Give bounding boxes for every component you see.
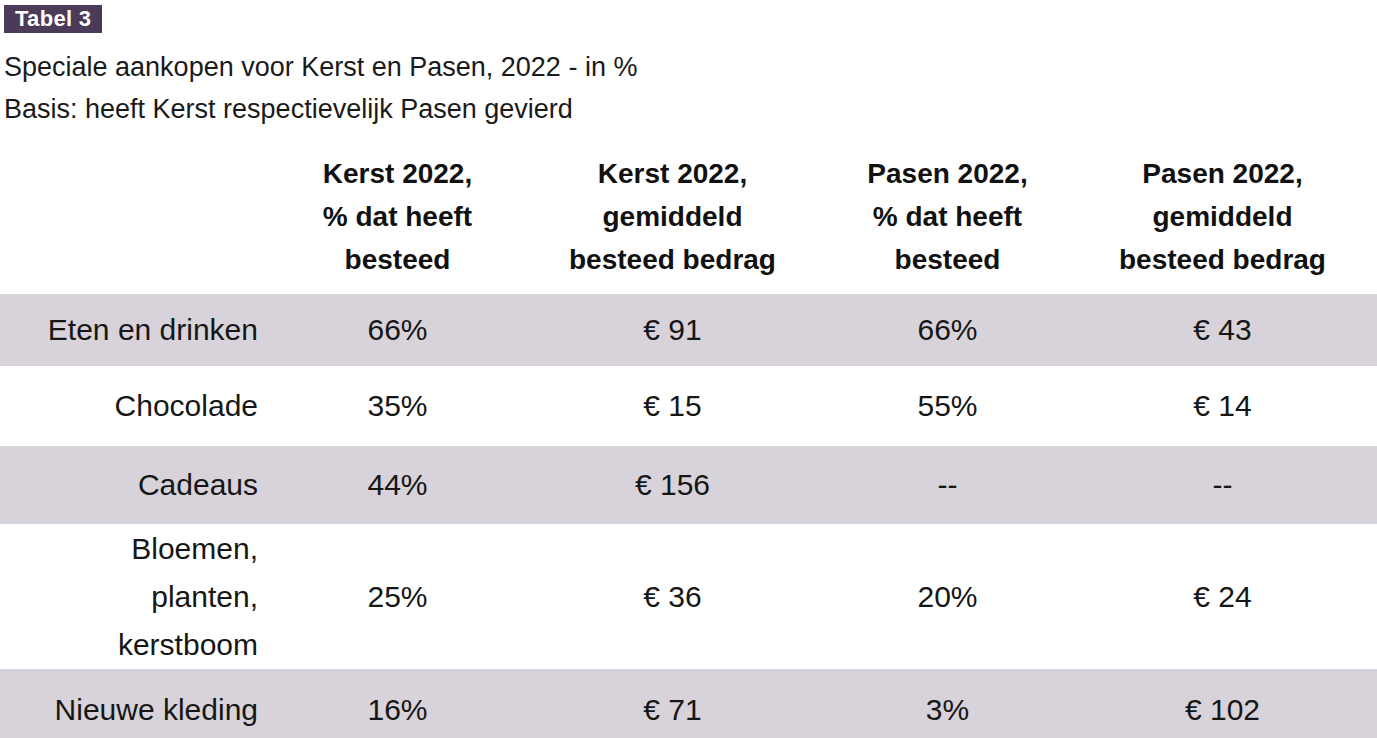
row-label: Nieuwe kleding bbox=[0, 686, 260, 734]
data-cell: 3% bbox=[810, 693, 1085, 727]
data-cell: € 102 bbox=[1085, 693, 1360, 727]
table-header-row: Kerst 2022, % dat heeft besteed Kerst 20… bbox=[0, 152, 1377, 294]
row-label: Bloemen, planten, kerstboom bbox=[0, 525, 260, 669]
data-cell: € 71 bbox=[535, 693, 810, 727]
data-table: Kerst 2022, % dat heeft besteed Kerst 20… bbox=[0, 152, 1377, 738]
table-row-cadeaus: Cadeaus 44% € 156 -- -- bbox=[0, 446, 1377, 524]
table-row-nieuwe-kleding: Nieuwe kleding 16% € 71 3% € 102 bbox=[0, 669, 1377, 738]
data-cell: 66% bbox=[810, 313, 1085, 347]
row-label: Eten en drinken bbox=[0, 306, 260, 354]
data-cell: € 36 bbox=[535, 580, 810, 614]
data-cell: € 156 bbox=[535, 468, 810, 502]
data-cell: 16% bbox=[260, 693, 535, 727]
table-number-badge: Tabel 3 bbox=[4, 5, 102, 33]
subtitle-line-2: Basis: heeft Kerst respectievelijk Pasen… bbox=[4, 88, 1377, 130]
data-cell: € 24 bbox=[1085, 580, 1360, 614]
figure-header: Tabel 3 Speciale aankopen voor Kerst en … bbox=[0, 0, 1377, 130]
table-figure: Tabel 3 Speciale aankopen voor Kerst en … bbox=[0, 0, 1377, 738]
row-label: Chocolade bbox=[0, 382, 260, 430]
table-row-eten-en-drinken: Eten en drinken 66% € 91 66% € 43 bbox=[0, 294, 1377, 366]
data-cell: 44% bbox=[260, 468, 535, 502]
column-header-pasen-bedrag: Pasen 2022, gemiddeld besteed bedrag bbox=[1085, 152, 1360, 281]
data-cell: 25% bbox=[260, 580, 535, 614]
table-row-bloemen-planten-kerstboom: Bloemen, planten, kerstboom 25% € 36 20%… bbox=[0, 524, 1377, 669]
data-cell: 35% bbox=[260, 389, 535, 423]
column-header-kerst-bedrag: Kerst 2022, gemiddeld besteed bedrag bbox=[535, 152, 810, 281]
subtitle-line-1: Speciale aankopen voor Kerst en Pasen, 2… bbox=[4, 46, 1377, 88]
data-cell: € 15 bbox=[535, 389, 810, 423]
row-label: Cadeaus bbox=[0, 461, 260, 509]
data-cell: € 14 bbox=[1085, 389, 1360, 423]
data-cell: € 43 bbox=[1085, 313, 1360, 347]
data-cell: -- bbox=[1085, 468, 1360, 502]
column-header-pasen-pct: Pasen 2022, % dat heeft besteed bbox=[810, 152, 1085, 281]
data-cell: € 91 bbox=[535, 313, 810, 347]
column-header-kerst-pct: Kerst 2022, % dat heeft besteed bbox=[260, 152, 535, 281]
data-cell: 20% bbox=[810, 580, 1085, 614]
data-cell: -- bbox=[810, 468, 1085, 502]
table-row-chocolade: Chocolade 35% € 15 55% € 14 bbox=[0, 366, 1377, 446]
figure-subtitle: Speciale aankopen voor Kerst en Pasen, 2… bbox=[4, 46, 1377, 130]
data-cell: 55% bbox=[810, 389, 1085, 423]
data-cell: 66% bbox=[260, 313, 535, 347]
